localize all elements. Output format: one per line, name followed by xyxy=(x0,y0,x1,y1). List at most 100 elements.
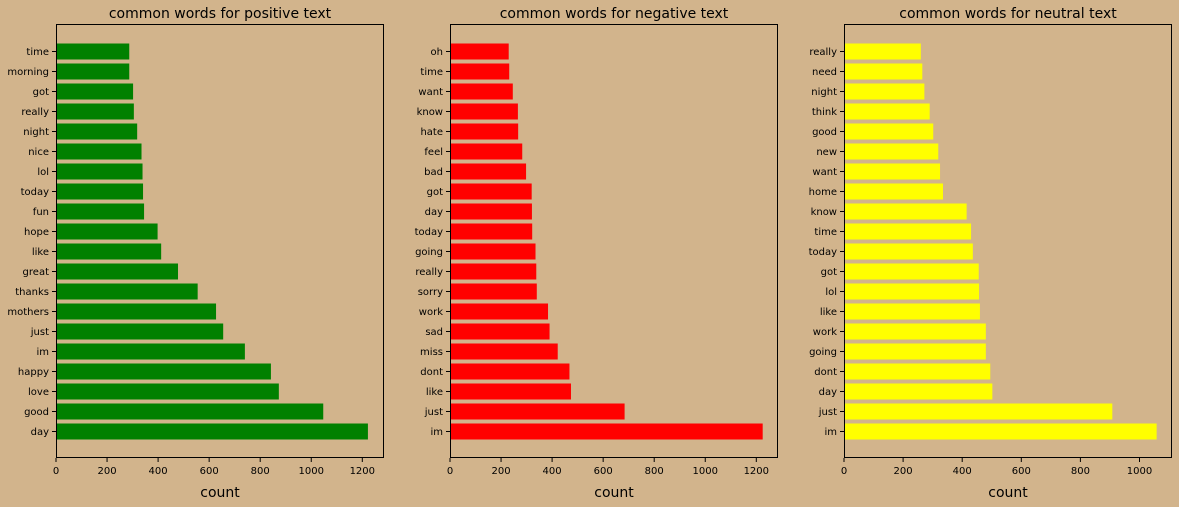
xtick-label: 0 xyxy=(841,466,847,477)
ytick-label: day xyxy=(425,207,443,218)
bar-positive-hope xyxy=(56,223,158,240)
x-axis-label-neutral: count xyxy=(988,485,1028,501)
xtick-label: 800 xyxy=(645,466,664,477)
bar-negative-today xyxy=(450,223,533,240)
bar-neutral-got xyxy=(844,263,979,280)
ytick-label: fun xyxy=(33,207,49,218)
xtick-label: 400 xyxy=(149,466,168,477)
ytick-label: lol xyxy=(37,167,49,178)
ytick-label: like xyxy=(820,307,837,318)
ytick-label: hate xyxy=(420,127,443,138)
axes-frame-positive xyxy=(56,24,384,458)
bar-negative-bad xyxy=(450,163,527,180)
ytick-label: got xyxy=(821,267,837,278)
ytick-label: home xyxy=(809,187,837,198)
ytick-label: hope xyxy=(24,227,49,238)
xtick-label: 600 xyxy=(200,466,219,477)
ytick-label: work xyxy=(419,307,443,318)
bar-positive-good xyxy=(56,403,324,420)
ytick-label: happy xyxy=(18,367,49,378)
bar-neutral-want xyxy=(844,163,941,180)
bar-negative-time xyxy=(450,63,510,80)
bar-neutral-time xyxy=(844,223,972,240)
xtick-label: 200 xyxy=(492,466,511,477)
ytick-label: know xyxy=(811,207,837,218)
ytick-label: just xyxy=(424,407,443,418)
bar-positive-nice xyxy=(56,143,142,160)
bar-neutral-night xyxy=(844,83,925,100)
ytick-label: feel xyxy=(424,147,443,158)
bar-negative-got xyxy=(450,183,532,200)
ytick-label: miss xyxy=(420,347,443,358)
x-axis-label-negative: count xyxy=(594,485,634,501)
xtick-label: 1200 xyxy=(744,466,769,477)
chart-neutral: really need night think good new want home know t… xyxy=(809,6,1172,501)
bar-neutral-know xyxy=(844,203,967,220)
ytick-label: going xyxy=(415,247,443,258)
bar-positive-just xyxy=(56,323,224,340)
bar-negative-know xyxy=(450,103,518,120)
x-axis-label-positive: count xyxy=(200,485,240,501)
ytick-label: night xyxy=(23,127,49,138)
ytick-label: got xyxy=(427,187,443,198)
ytick-label: morning xyxy=(7,67,49,78)
ytick-label: love xyxy=(28,387,49,398)
bar-negative-sorry xyxy=(450,283,537,300)
ytick-label: think xyxy=(812,107,837,118)
ytick-label: good xyxy=(812,127,837,138)
xtick-label: 1000 xyxy=(299,466,324,477)
bar-negative-like xyxy=(450,383,571,400)
ytick-label: time xyxy=(420,67,443,78)
xtick-label: 0 xyxy=(53,466,59,477)
bar-neutral-work xyxy=(844,323,986,340)
axes-frame-neutral xyxy=(844,24,1172,458)
ytick-label: want xyxy=(812,167,837,178)
ytick-label: work xyxy=(813,327,837,338)
bar-negative-work xyxy=(450,303,549,320)
bar-positive-day xyxy=(56,423,368,440)
bar-neutral-dont xyxy=(844,363,991,380)
ytick-label: want xyxy=(418,87,443,98)
ytick-label: lol xyxy=(825,287,837,298)
ytick-label: nice xyxy=(28,147,49,158)
ytick-label: sorry xyxy=(418,287,443,298)
bar-positive-really xyxy=(56,103,134,120)
chart-title-neutral: common words for neutral text xyxy=(899,6,1117,22)
bar-neutral-home xyxy=(844,183,943,200)
ytick-label: today xyxy=(21,187,50,198)
bar-positive-great xyxy=(56,263,179,280)
bar-negative-sad xyxy=(450,323,550,340)
bar-neutral-like xyxy=(844,303,980,320)
bar-positive-time xyxy=(56,43,130,60)
bar-positive-fun xyxy=(56,203,145,220)
bar-positive-morning xyxy=(56,63,130,80)
ytick-label: im xyxy=(824,427,837,438)
bar-neutral-today xyxy=(844,243,973,260)
xtick-label: 1000 xyxy=(693,466,718,477)
bar-positive-thanks xyxy=(56,283,198,300)
bar-negative-feel xyxy=(450,143,523,160)
ytick-label: day xyxy=(31,427,49,438)
xtick-label: 600 xyxy=(594,466,613,477)
xtick-label: 0 xyxy=(447,466,453,477)
bar-neutral-going xyxy=(844,343,986,360)
xtick-label: 600 xyxy=(1012,466,1031,477)
bar-positive-got xyxy=(56,83,134,100)
bar-neutral-good xyxy=(844,123,934,140)
bar-neutral-really xyxy=(844,43,921,60)
bar-positive-im xyxy=(56,343,245,360)
bar-neutral-need xyxy=(844,63,923,80)
ytick-label: mothers xyxy=(7,307,49,318)
ytick-label: today xyxy=(809,247,838,258)
ytick-label: new xyxy=(816,147,837,158)
chart-title-positive: common words for positive text xyxy=(109,6,332,22)
bar-neutral-new xyxy=(844,143,939,160)
ytick-label: sad xyxy=(425,327,443,338)
ytick-label: today xyxy=(415,227,444,238)
ytick-label: great xyxy=(23,267,50,278)
bar-negative-just xyxy=(450,403,625,420)
ytick-label: really xyxy=(809,47,837,58)
xtick-label: 800 xyxy=(1071,466,1090,477)
bar-neutral-lol xyxy=(844,283,980,300)
